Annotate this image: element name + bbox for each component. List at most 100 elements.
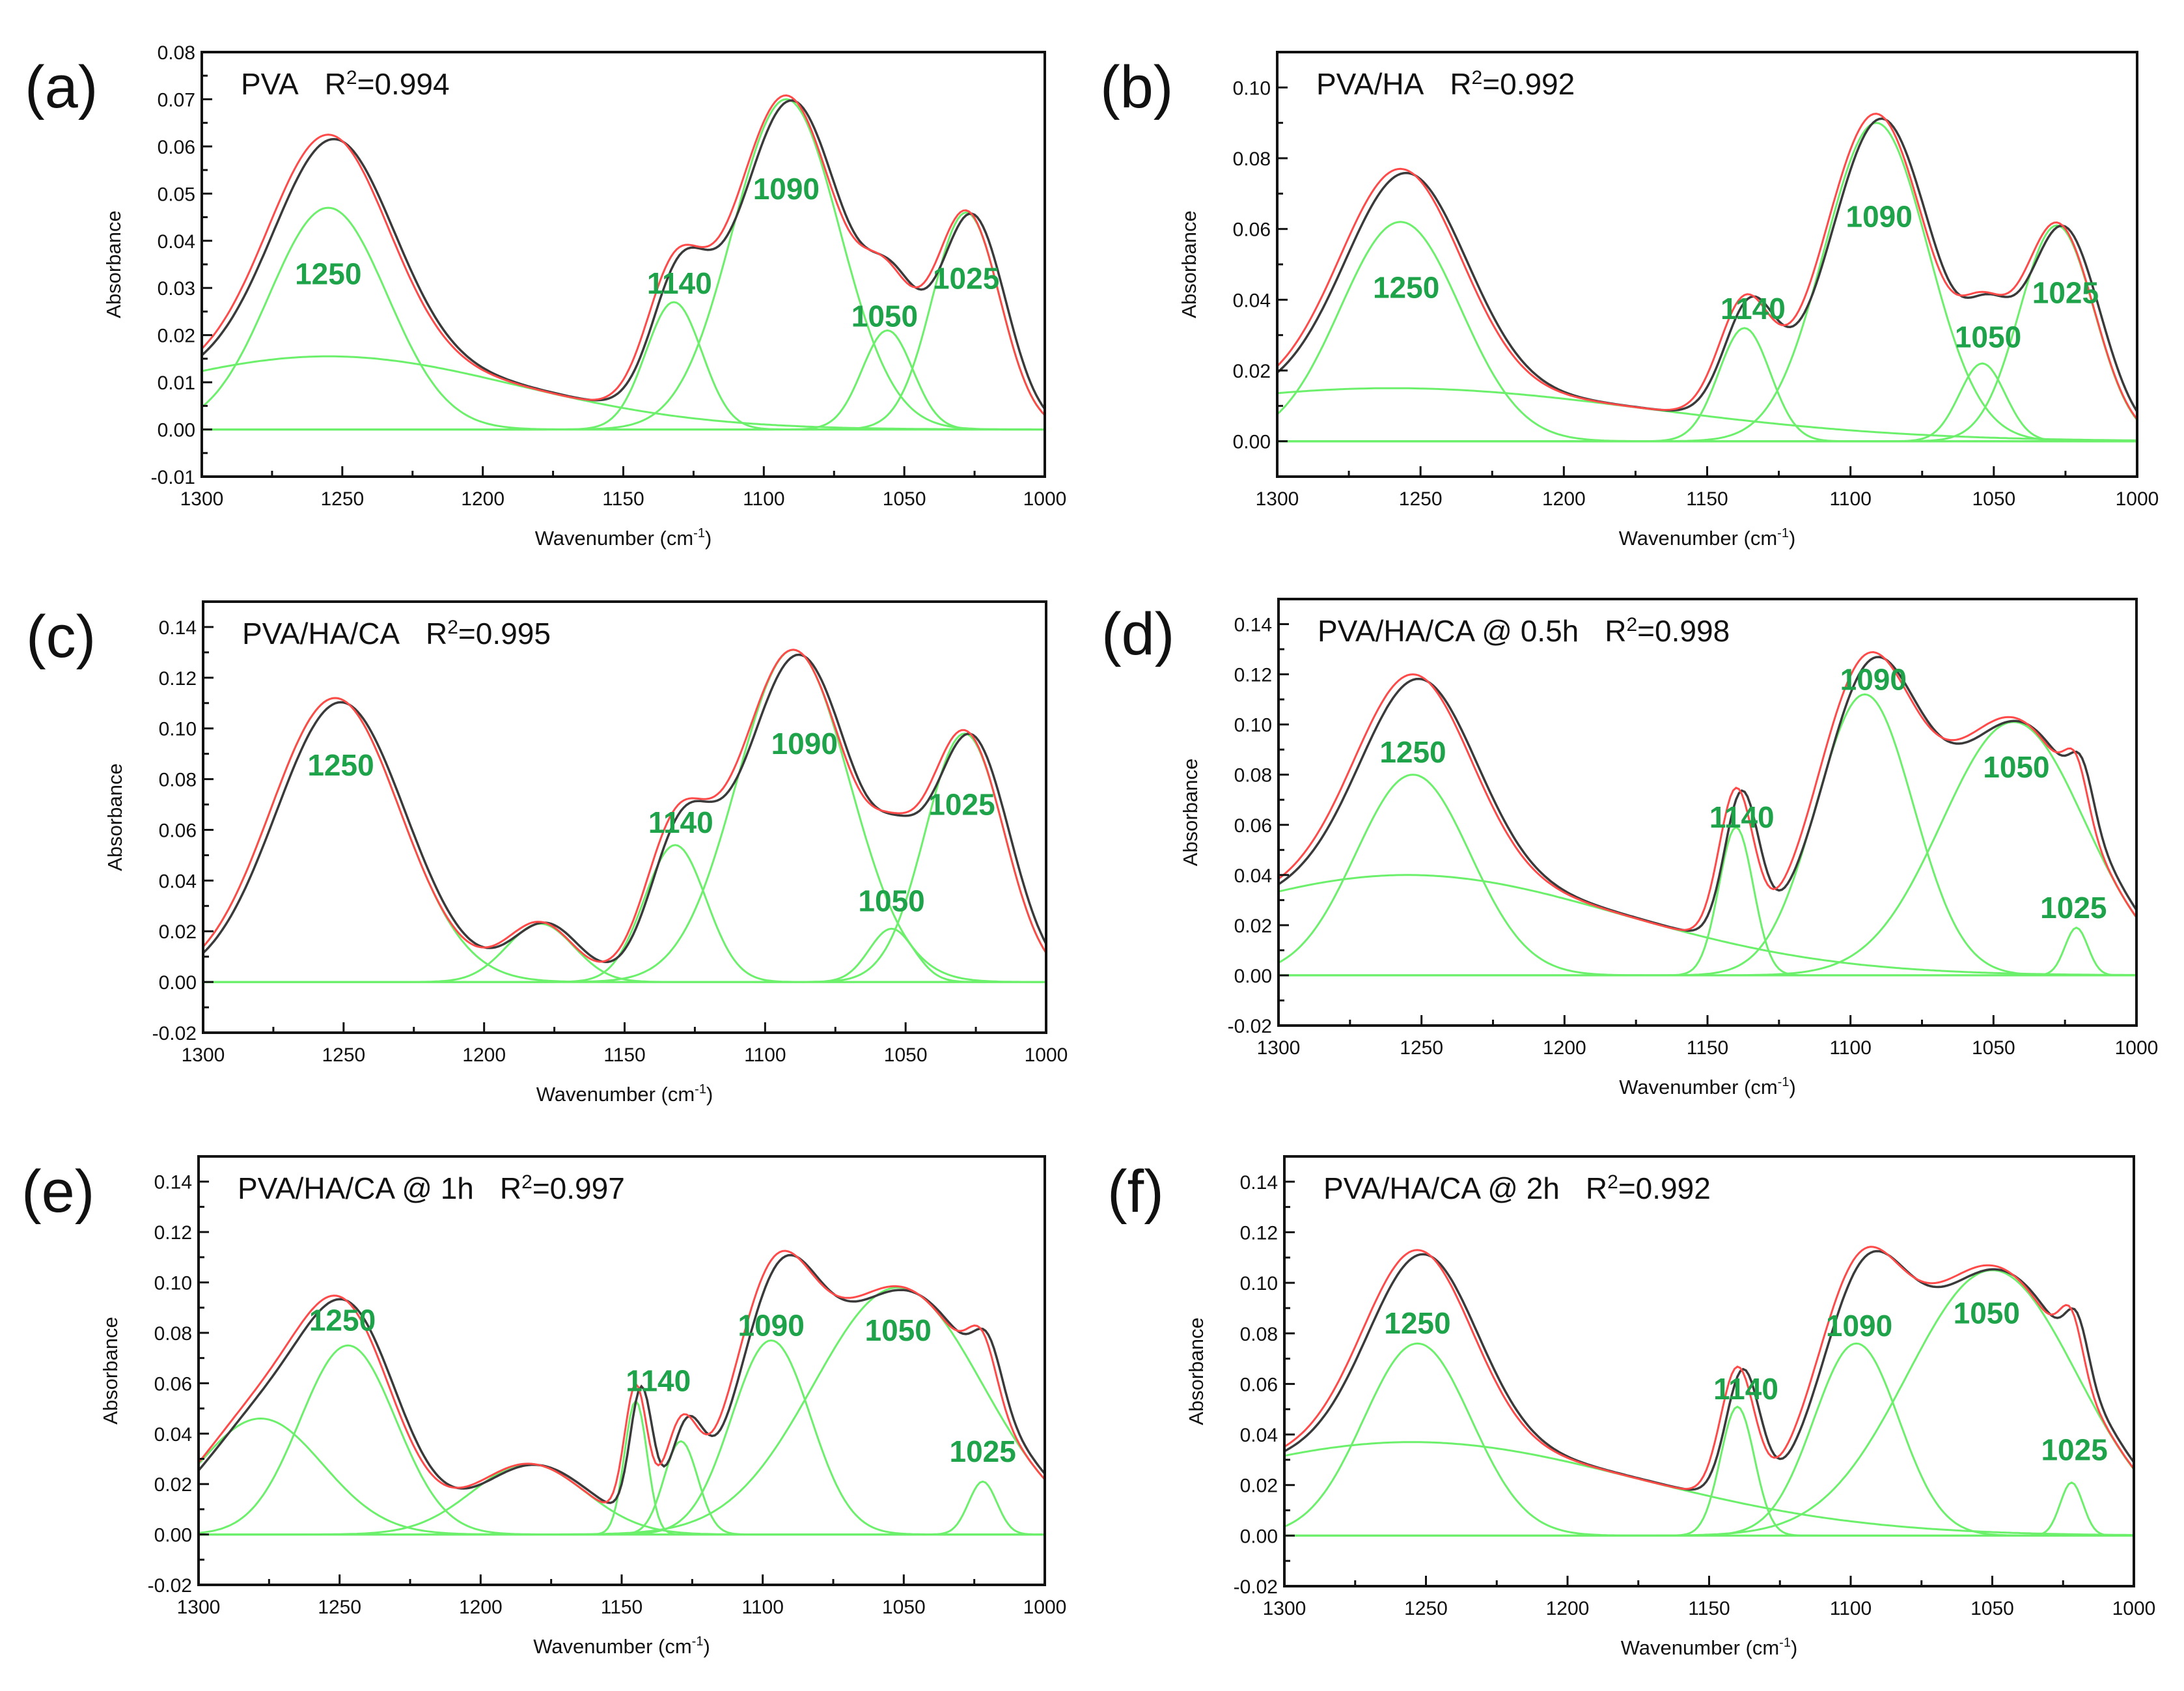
measured-spectrum-line <box>1277 117 2137 413</box>
component-peak-1021 <box>1279 927 2136 977</box>
x-axis-title-exponent: -1 <box>1779 1636 1791 1650</box>
r-squared-value: =0.998 <box>1637 614 1730 648</box>
x-tick-label: 1150 <box>602 488 644 510</box>
peak-label-1025: 1025 <box>2032 275 2099 309</box>
x-tick-label: 1200 <box>1546 1598 1590 1619</box>
panel-letter: (d) <box>1101 601 1174 667</box>
plot-frame <box>1283 1155 2135 1587</box>
r-squared-exponent: 2 <box>1607 1171 1618 1193</box>
component-peak-1097 <box>199 1339 1045 1536</box>
y-tick-label: 0.03 <box>158 278 195 300</box>
measured-spectrum-line <box>1279 656 2136 932</box>
y-axis-title: Absorbance <box>1178 210 1200 318</box>
peak-label-1140: 1140 <box>1709 800 1775 834</box>
y-tick-label: 0.04 <box>158 231 195 253</box>
plot-frame <box>197 1155 1046 1586</box>
panel-title: PVA R2=0.994 <box>241 67 450 101</box>
x-tick-label: 1300 <box>1257 1037 1301 1059</box>
x-axis-title-text: Wavenumber (cm <box>1621 1636 1779 1659</box>
component-peak-1260 <box>1277 387 2137 441</box>
peak-label-1090: 1090 <box>753 172 820 206</box>
y-tick-label: 0.12 <box>154 1222 192 1244</box>
y-tick-label: 0.02 <box>1233 361 1271 382</box>
x-tick-label: 1200 <box>1542 488 1586 510</box>
component-peak-1180 <box>203 923 1046 983</box>
r-squared-exponent: 2 <box>521 1171 532 1193</box>
chart-panel-d: 1300 1250 1200 1150 1100 1050 1000 -0.02 0.00 0.0… <box>1101 598 2159 1098</box>
peak-label-1140: 1140 <box>626 1363 691 1397</box>
x-tick-label: 1150 <box>1688 1598 1730 1619</box>
sample-name: PVA/HA/CA @ 1h <box>238 1171 474 1205</box>
y-tick-label: 0.02 <box>154 1474 192 1496</box>
peak-label-1050: 1050 <box>1983 750 2049 784</box>
x-tick-label: 1300 <box>1263 1598 1306 1619</box>
component-peak-1022 <box>199 1480 1045 1536</box>
y-tick-label: 0.08 <box>1234 765 1272 787</box>
r-squared-label: R <box>1450 67 1471 101</box>
y-tick-label: 0.04 <box>159 871 197 892</box>
r-squared-value: =0.997 <box>532 1171 625 1205</box>
x-tick-label: 1100 <box>741 1597 784 1618</box>
peak-label-1250: 1250 <box>1379 735 1446 769</box>
panel-title: PVA/HA/CA R2=0.995 <box>242 617 551 650</box>
x-axis-title-exponent: -1 <box>1778 1075 1790 1089</box>
measured-spectrum-line <box>199 1253 1045 1504</box>
peak-label-1250: 1250 <box>1373 270 1439 304</box>
y-axis-title: Absorbance <box>104 763 126 871</box>
x-axis-title-text: Wavenumber (cm <box>1619 527 1777 550</box>
y-tick-label: 0.10 <box>1240 1273 1278 1294</box>
r-squared-value: =0.992 <box>1618 1171 1711 1205</box>
fitted-spectrum-line <box>1284 1246 2134 1490</box>
plot-frame <box>1276 51 2138 478</box>
x-tick-label: 1150 <box>1687 1037 1729 1059</box>
y-tick-label: 0.06 <box>159 820 197 841</box>
x-axis-title: Wavenumber (cm-1) <box>1619 1075 1796 1098</box>
x-tick-label: 1150 <box>1686 488 1728 510</box>
sample-name: PVA <box>241 67 299 101</box>
x-tick-label: 1250 <box>320 488 364 510</box>
x-axis-title-end: ) <box>706 1083 713 1106</box>
measured-spectrum-line <box>202 99 1045 410</box>
chart-panel-e: 1300 1250 1200 1150 1100 1050 1000 -0.02 0.00 0.0… <box>21 1155 1066 1658</box>
x-tick-label: 1150 <box>603 1044 646 1066</box>
x-tick-label: 1050 <box>883 488 926 510</box>
peak-label-1140: 1140 <box>1713 1372 1778 1406</box>
y-tick-label: 0.00 <box>1233 432 1271 453</box>
plot-area <box>1277 113 2137 443</box>
peak-label-1250: 1250 <box>295 257 361 290</box>
panel-title: PVA/HA/CA @ 1h R2=0.997 <box>238 1171 625 1205</box>
x-tick-label: 1000 <box>2115 1037 2159 1059</box>
plot-area <box>1279 650 2136 977</box>
plot-area <box>1284 1246 2134 1537</box>
y-tick-label: 0.10 <box>154 1273 192 1294</box>
peak-label-1090: 1090 <box>738 1308 804 1342</box>
y-tick-label: 0.06 <box>158 137 195 158</box>
peak-label-1090: 1090 <box>1840 662 1907 696</box>
sample-name: PVA/HA/CA @ 0.5h <box>1318 614 1579 648</box>
r-squared-label: R <box>1586 1171 1607 1205</box>
x-tick-label: 1250 <box>1404 1598 1448 1619</box>
component-peak-1253 <box>1284 1342 2134 1537</box>
plot-area <box>202 94 1045 431</box>
x-tick-label: 1100 <box>1830 1598 1872 1619</box>
x-axis-title: Wavenumber (cm-1) <box>536 1082 713 1106</box>
x-axis-title-exponent: -1 <box>692 1634 704 1649</box>
sample-name: PVA/HA/CA <box>242 617 400 650</box>
panel-letter: (f) <box>1107 1158 1164 1225</box>
fitted-spectrum-line <box>1279 650 2136 931</box>
y-tick-label: -0.02 <box>148 1575 192 1597</box>
x-tick-label: 1200 <box>461 488 505 510</box>
y-tick-label: 0.12 <box>159 668 197 690</box>
x-tick-label: 1200 <box>462 1044 506 1066</box>
x-axis-title-end: ) <box>705 527 712 550</box>
y-tick-label: 0.08 <box>159 770 197 791</box>
y-tick-label: -0.02 <box>1228 1016 1272 1037</box>
y-tick-label: 0.01 <box>158 372 195 394</box>
y-tick-label: -0.01 <box>151 467 195 488</box>
component-peak-1022 <box>1284 1481 2134 1537</box>
peak-label-1025: 1025 <box>933 262 999 296</box>
y-tick-label: 0.00 <box>159 972 197 994</box>
y-tick-label: 0.02 <box>158 326 195 347</box>
y-tick-label: 0.02 <box>1234 915 1272 937</box>
chart-panel-f: 1300 1250 1200 1150 1100 1050 1000 -0.02 0.00 0.0… <box>1107 1155 2155 1659</box>
